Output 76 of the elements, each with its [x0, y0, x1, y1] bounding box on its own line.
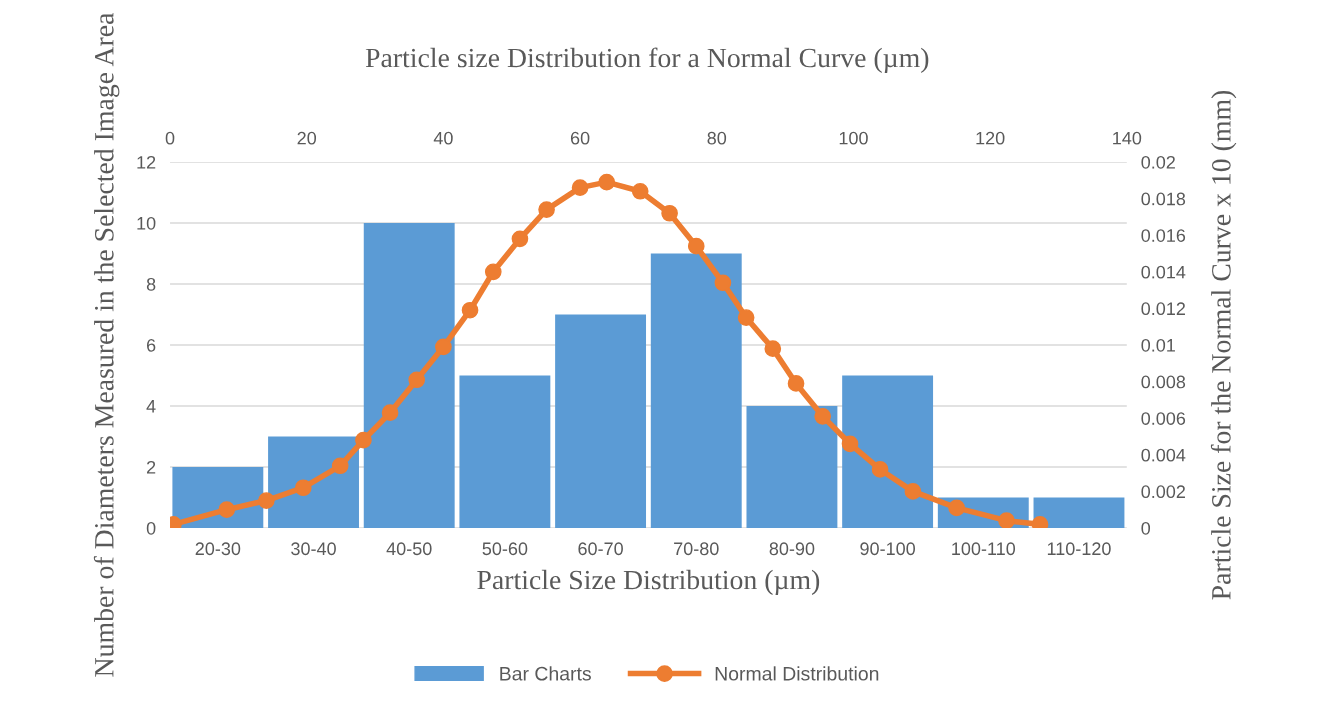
- point: [218, 501, 236, 519]
- y-axis-title: Particle Size for the Normal Curve x 10 (mm): [1210, 90, 1237, 600]
- y-tick-label: 0.01: [1141, 338, 1175, 352]
- y-tick-label: 0.006: [1141, 412, 1186, 425]
- x-tick-label: 40: [433, 131, 453, 145]
- point: [764, 340, 782, 357]
- x-tick-label: 20-30: [195, 542, 241, 556]
- point: [355, 431, 372, 449]
- point: [714, 274, 732, 292]
- point: [484, 263, 502, 281]
- point: [948, 499, 965, 517]
- point: [538, 201, 555, 218]
- y-tick-label: 0.008: [1141, 375, 1186, 389]
- point: [998, 512, 1015, 528]
- x-tick-label: 60: [570, 131, 590, 145]
- point: [661, 204, 678, 222]
- y-tick-label: 0: [1141, 521, 1151, 535]
- y-tick-label: 0.02: [1141, 155, 1175, 169]
- y-tick-label: 8: [146, 277, 156, 291]
- x-tick-label: 80-90: [769, 542, 815, 556]
- point: [631, 182, 649, 200]
- legend-label: Normal Distribution: [715, 666, 879, 681]
- point: [435, 338, 452, 356]
- point: [841, 435, 859, 453]
- x-tick-label: 120: [976, 131, 1005, 145]
- y-tick-label: 0.016: [1141, 229, 1186, 242]
- point: [871, 461, 889, 478]
- y-tick-label: 6: [147, 338, 156, 352]
- x-tick-label: 40-50: [386, 542, 432, 556]
- point: [737, 309, 755, 326]
- bar: [746, 406, 838, 528]
- bar: [555, 314, 647, 528]
- y-tick-label: 0.004: [1141, 448, 1186, 462]
- point: [511, 230, 529, 248]
- chart-title: Particle size Distribution for a Normal Curve (µm): [365, 47, 929, 73]
- x-tick-label: 90-100: [860, 542, 916, 556]
- point: [904, 483, 922, 500]
- point: [571, 179, 589, 196]
- y-tick-label: 0: [146, 521, 156, 535]
- x-axis-title: Particle Size Distribution (µm): [477, 569, 820, 596]
- x-tick-label: 140: [1113, 131, 1142, 145]
- bar: [363, 223, 455, 528]
- y-tick-label: 10: [137, 216, 156, 230]
- x-tick-label: 0: [165, 131, 175, 145]
- point: [408, 371, 426, 389]
- x-tick-label: 100: [839, 131, 868, 145]
- y-tick-label: 2: [146, 460, 156, 474]
- bar: [842, 375, 934, 528]
- x-tick-label: 20: [297, 131, 317, 145]
- y-tick-label: 0.018: [1141, 192, 1186, 206]
- point: [461, 301, 479, 319]
- point: [687, 237, 705, 255]
- legend-label: Bar Charts: [500, 666, 591, 681]
- point: [331, 457, 349, 475]
- point: [814, 408, 832, 425]
- point: [598, 173, 616, 191]
- bar: [1033, 497, 1125, 528]
- point: [258, 492, 275, 509]
- y-tick-label: 4: [146, 400, 156, 413]
- point: [381, 404, 399, 422]
- x-tick-label: 100-110: [952, 542, 1016, 556]
- x-tick-label: 70-80: [674, 542, 719, 556]
- y-axis-title: Number of Diameters Measured in the Selected Image Area: [93, 12, 120, 677]
- y-tick-label: 12: [137, 155, 156, 169]
- x-tick-label: 50-60: [482, 542, 528, 556]
- y-tick-label: 0.014: [1141, 265, 1186, 279]
- x-tick-label: 110-120: [1047, 542, 1111, 556]
- point: [294, 479, 312, 497]
- x-tick-label: 80: [707, 131, 727, 145]
- point: [787, 375, 805, 392]
- x-tick-label: 30-40: [291, 542, 336, 556]
- bar: [459, 375, 551, 528]
- x-tick-label: 60-70: [578, 542, 623, 556]
- y-tick-label: 0.012: [1141, 302, 1185, 316]
- bar: [650, 253, 742, 528]
- y-tick-label: 0.002: [1141, 485, 1185, 499]
